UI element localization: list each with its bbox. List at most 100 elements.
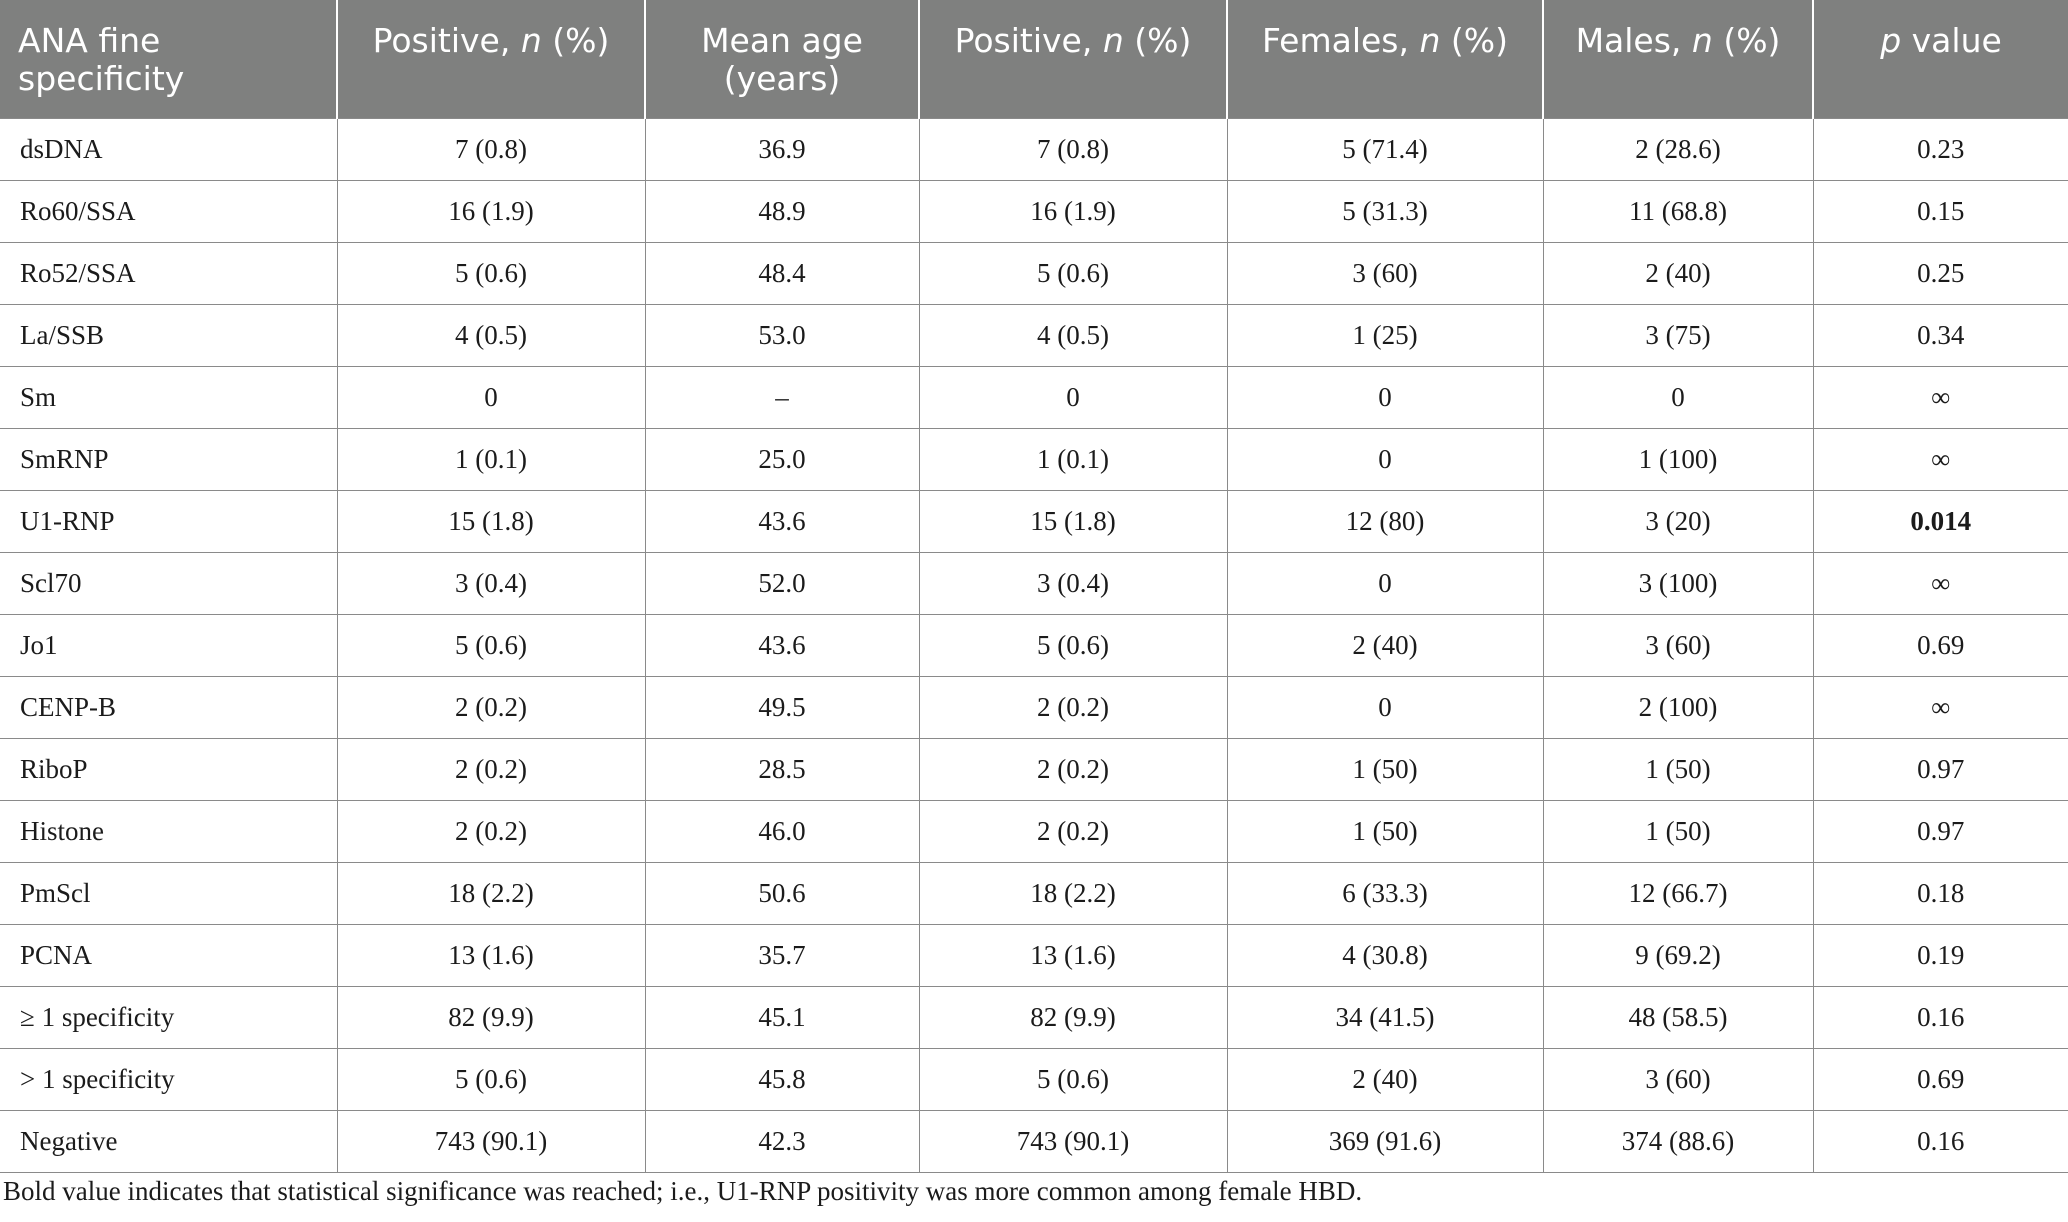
cell-positive: 18 (2.2) <box>336 861 646 925</box>
cell-specificity: U1-RNP <box>0 489 338 553</box>
cell-p-value: ∞ <box>1812 365 2068 429</box>
header-text: Females, <box>1261 21 1420 60</box>
cell-positive-2: 13 (1.6) <box>918 923 1228 987</box>
cell-females: 0 <box>1226 551 1544 615</box>
cell-positive: 0 <box>336 365 646 429</box>
table-row: CENP-B 2 (0.2) 49.5 2 (0.2) 0 2 (100) ∞ <box>0 675 2068 739</box>
cell-females: 5 (71.4) <box>1226 117 1544 181</box>
header-females: Females, n (%) <box>1227 0 1544 118</box>
cell-positive-2: 7 (0.8) <box>918 117 1228 181</box>
cell-mean-age: 48.9 <box>644 179 920 243</box>
cell-specificity: > 1 specificity <box>0 1047 338 1111</box>
cell-females: 12 (80) <box>1226 489 1544 553</box>
cell-p-value: 0.97 <box>1812 799 2068 863</box>
cell-males: 2 (40) <box>1542 241 1814 305</box>
table-row: Histone 2 (0.2) 46.0 2 (0.2) 1 (50) 1 (50) 0.9… <box>0 799 2068 863</box>
cell-p-value: 0.25 <box>1812 241 2068 305</box>
cell-p-value: 0.34 <box>1812 303 2068 367</box>
cell-p-value: 0.69 <box>1812 613 2068 677</box>
cell-positive-2: 5 (0.6) <box>918 1047 1228 1111</box>
cell-p-value: 0.18 <box>1812 861 2068 925</box>
cell-males: 11 (68.8) <box>1542 179 1814 243</box>
cell-females: 1 (50) <box>1226 737 1544 801</box>
cell-mean-age: 36.9 <box>644 117 920 181</box>
cell-specificity: CENP-B <box>0 675 338 739</box>
cell-females: 3 (60) <box>1226 241 1544 305</box>
table-row: PmScl 18 (2.2) 50.6 18 (2.2) 6 (33.3) 12 (66.… <box>0 861 2068 925</box>
header-text: Males, <box>1575 21 1692 60</box>
table-row: RiboP 2 (0.2) 28.5 2 (0.2) 1 (50) 1 (50) 0.97 <box>0 737 2068 801</box>
header-p-value: p value <box>1813 0 2068 118</box>
table-row: SmRNP 1 (0.1) 25.0 1 (0.1) 0 1 (100) ∞ <box>0 427 2068 491</box>
header-ana-fine-specificity: ANA fine specificity <box>0 0 338 118</box>
cell-positive: 3 (0.4) <box>336 551 646 615</box>
cell-mean-age: 25.0 <box>644 427 920 491</box>
cell-positive-2: 16 (1.9) <box>918 179 1228 243</box>
cell-females: 0 <box>1226 675 1544 739</box>
cell-positive-2: 0 <box>918 365 1228 429</box>
header-text: value <box>1901 21 2002 60</box>
cell-positive: 2 (0.2) <box>336 799 646 863</box>
cell-males: 2 (28.6) <box>1542 117 1814 181</box>
header-italic: p <box>1880 21 1902 60</box>
cell-p-value: 0.97 <box>1812 737 2068 801</box>
header-positive: Positive, n (%) <box>337 0 646 118</box>
cell-males: 9 (69.2) <box>1542 923 1814 987</box>
cell-mean-age: 28.5 <box>644 737 920 801</box>
cell-p-value: 0.16 <box>1812 985 2068 1049</box>
cell-positive-2: 5 (0.6) <box>918 613 1228 677</box>
header-text: (%) <box>541 21 610 60</box>
cell-females: 4 (30.8) <box>1226 923 1544 987</box>
cell-mean-age: 46.0 <box>644 799 920 863</box>
header-mean-age: Mean age (years) <box>645 0 920 118</box>
header-italic: n <box>1102 21 1124 60</box>
table-row: Ro60/SSA 16 (1.9) 48.9 16 (1.9) 5 (31.3) 11 (… <box>0 179 2068 243</box>
cell-females: 5 (31.3) <box>1226 179 1544 243</box>
header-italic: n <box>1691 21 1713 60</box>
cell-males: 1 (50) <box>1542 737 1814 801</box>
header-text: (%) <box>1712 21 1781 60</box>
table-row: ≥ 1 specificity 82 (9.9) 45.1 82 (9.9) 34 (4… <box>0 985 2068 1049</box>
header-text: Positive, <box>372 21 521 60</box>
cell-females: 2 (40) <box>1226 613 1544 677</box>
cell-females: 369 (91.6) <box>1226 1109 1544 1173</box>
cell-mean-age: 48.4 <box>644 241 920 305</box>
cell-positive: 7 (0.8) <box>336 117 646 181</box>
header-text: (%) <box>1123 21 1192 60</box>
table-row: Sm 0–0 0 0 ∞ <box>0 365 2068 429</box>
cell-mean-age: 42.3 <box>644 1109 920 1173</box>
table-row: Ro52/SSA 5 (0.6) 48.4 5 (0.6) 3 (60) 2 (40) 0.… <box>0 241 2068 305</box>
table-footnote: Bold value indicates that statistical si… <box>3 1176 1363 1206</box>
cell-specificity: Negative <box>0 1109 338 1173</box>
cell-specificity: Sm <box>0 365 338 429</box>
header-text: Positive, <box>954 21 1103 60</box>
cell-positive-2: 2 (0.2) <box>918 737 1228 801</box>
cell-males: 12 (66.7) <box>1542 861 1814 925</box>
cell-positive-2: 2 (0.2) <box>918 675 1228 739</box>
cell-specificity: RiboP <box>0 737 338 801</box>
cell-males: 374 (88.6) <box>1542 1109 1814 1173</box>
cell-specificity: PmScl <box>0 861 338 925</box>
table-row: PCNA 13 (1.6) 35.7 13 (1.6) 4 (30.8) 9 (69.2)… <box>0 923 2068 987</box>
header-italic: n <box>1419 21 1441 60</box>
cell-p-value: ∞ <box>1812 675 2068 739</box>
header-italic: n <box>520 21 542 60</box>
cell-p-value: ∞ <box>1812 427 2068 491</box>
cell-positive: 5 (0.6) <box>336 613 646 677</box>
cell-positive: 5 (0.6) <box>336 241 646 305</box>
cell-p-value: 0.19 <box>1812 923 2068 987</box>
cell-positive-2: 4 (0.5) <box>918 303 1228 367</box>
cell-positive: 82 (9.9) <box>336 985 646 1049</box>
cell-mean-age: 52.0 <box>644 551 920 615</box>
cell-females: 1 (50) <box>1226 799 1544 863</box>
cell-positive-2: 743 (90.1) <box>918 1109 1228 1173</box>
cell-p-value: 0.014 <box>1812 489 2068 553</box>
ana-specificity-table: ANA fine specificity Positive, n (%) Mea… <box>0 0 2068 1173</box>
cell-specificity: PCNA <box>0 923 338 987</box>
table-row: La/SSB 4 (0.5) 53.0 4 (0.5) 1 (25) 3 (75) 0.34 <box>0 303 2068 367</box>
cell-mean-age: 43.6 <box>644 613 920 677</box>
cell-p-value: 0.69 <box>1812 1047 2068 1111</box>
cell-males: 2 (100) <box>1542 675 1814 739</box>
cell-positive: 16 (1.9) <box>336 179 646 243</box>
cell-specificity: Jo1 <box>0 613 338 677</box>
